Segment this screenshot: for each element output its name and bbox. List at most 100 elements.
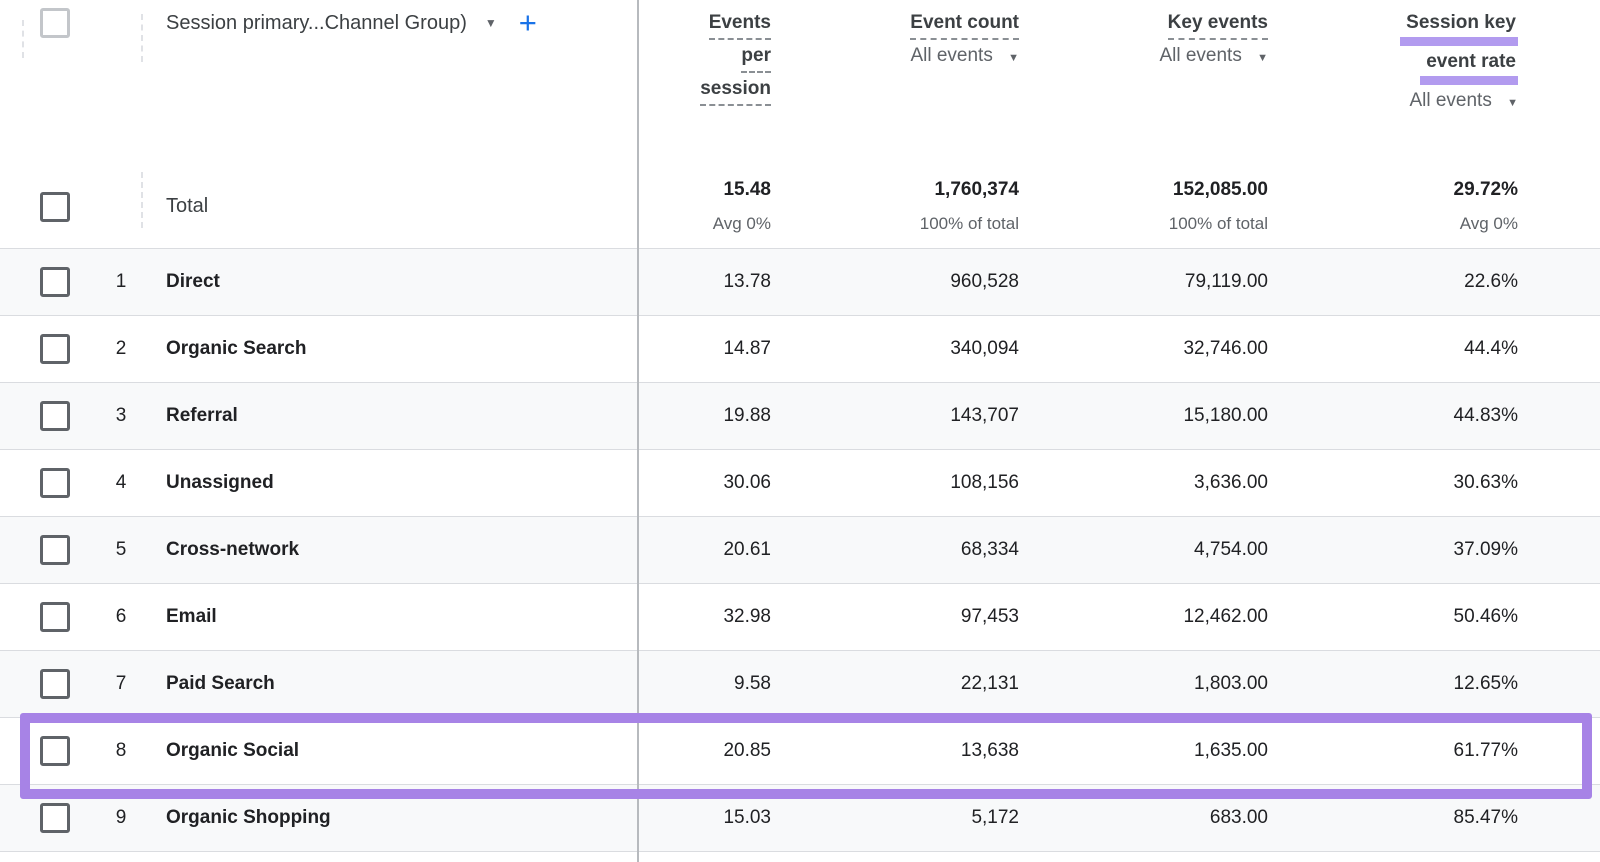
row-number: 7 <box>104 673 138 695</box>
row-checkbox[interactable] <box>40 468 70 498</box>
table-row: 7 Paid Search 9.58 22,131 1,803.00 12.65… <box>0 651 1600 718</box>
cell-session-key-event-rate: 30.63% <box>1350 472 1600 494</box>
chevron-down-icon: ▼ <box>1257 52 1268 64</box>
total-value: 29.72% <box>1350 179 1518 201</box>
channel-name: Organic Social <box>166 740 299 762</box>
analytics-channels-table: Session primary...Channel Group) ▼ + Eve… <box>0 0 1600 862</box>
cell-events-per-session: 15.03 <box>638 807 853 829</box>
row-number: 1 <box>104 271 138 293</box>
table-row: 4 Unassigned 30.06 108,156 3,636.00 30.6… <box>0 450 1600 517</box>
column-header-event-count[interactable]: Event count All events ▼ <box>853 12 1101 112</box>
chevron-down-icon: ▼ <box>1507 97 1518 109</box>
event-filter-label: All events <box>910 45 992 66</box>
column-header-label-highlighted[interactable]: Session key <box>1400 12 1518 46</box>
column-resize-handle[interactable] <box>22 20 24 58</box>
cell-event-count: 108,156 <box>853 472 1101 494</box>
cell-events-per-session: 30.06 <box>638 472 853 494</box>
cell-event-count: 340,094 <box>853 338 1101 360</box>
channel-name: Email <box>166 606 217 628</box>
cell-event-count: 5,172 <box>853 807 1101 829</box>
cell-key-events: 15,180.00 <box>1101 405 1350 427</box>
event-filter-label: All events <box>1409 90 1491 111</box>
cell-session-key-event-rate: 37.09% <box>1350 539 1600 561</box>
row-checkbox[interactable] <box>40 803 70 833</box>
row-number: 5 <box>104 539 138 561</box>
cell-session-key-event-rate: 44.4% <box>1350 338 1600 360</box>
column-resize-handle[interactable] <box>141 14 143 62</box>
table-row: 1 Direct 13.78 960,528 79,119.00 22.6% <box>0 249 1600 316</box>
total-value: 152,085.00 <box>1101 179 1268 201</box>
cell-events-per-session: 13.78 <box>638 271 853 293</box>
total-value: 15.48 <box>638 179 771 201</box>
event-filter-dropdown[interactable]: All events ▼ <box>1101 45 1268 67</box>
dimension-header-label[interactable]: Session primary...Channel Group) <box>166 12 467 35</box>
total-label: Total <box>166 195 208 218</box>
column-divider[interactable] <box>637 0 639 862</box>
channel-name: Direct <box>166 271 220 293</box>
table-row: 6 Email 32.98 97,453 12,462.00 50.46% <box>0 584 1600 651</box>
cell-event-count: 97,453 <box>853 606 1101 628</box>
metric-headers: Events per session Event count All event… <box>638 12 1600 112</box>
total-subtext: Avg 0% <box>1350 214 1518 234</box>
cell-session-key-event-rate: 22.6% <box>1350 271 1600 293</box>
row-checkbox[interactable] <box>40 334 70 364</box>
row-number: 9 <box>104 807 138 829</box>
table-row-highlighted: 8 Organic Social 20.85 13,638 1,635.00 6… <box>0 718 1600 785</box>
cell-event-count: 960,528 <box>853 271 1101 293</box>
add-dimension-button[interactable]: + <box>519 10 537 36</box>
cell-events-per-session: 9.58 <box>638 673 853 695</box>
row-checkbox[interactable] <box>40 401 70 431</box>
column-header-label[interactable]: per <box>741 45 771 73</box>
channel-name: Cross-network <box>166 539 299 561</box>
total-row-checkbox[interactable] <box>40 192 70 222</box>
dimension-header: Session primary...Channel Group) ▼ + <box>0 8 537 38</box>
row-number: 6 <box>104 606 138 628</box>
table-row: 5 Cross-network 20.61 68,334 4,754.00 37… <box>0 517 1600 584</box>
cell-events-per-session: 20.61 <box>638 539 853 561</box>
event-filter-dropdown[interactable]: All events ▼ <box>1350 90 1518 112</box>
column-header-label[interactable]: Key events <box>1168 12 1268 40</box>
cell-key-events: 1,803.00 <box>1101 673 1350 695</box>
column-header-label[interactable]: session <box>700 78 771 106</box>
channel-name: Unassigned <box>166 472 274 494</box>
total-subtext: 100% of total <box>1101 214 1268 234</box>
event-filter-label: All events <box>1159 45 1241 66</box>
column-header-label[interactable]: Events <box>709 12 771 40</box>
chevron-down-icon[interactable]: ▼ <box>485 16 497 30</box>
cell-session-key-event-rate: 44.83% <box>1350 405 1600 427</box>
row-checkbox[interactable] <box>40 736 70 766</box>
table-header: Session primary...Channel Group) ▼ + Eve… <box>0 0 1600 165</box>
total-value: 1,760,374 <box>853 179 1019 201</box>
cell-event-count: 143,707 <box>853 405 1101 427</box>
chevron-down-icon: ▼ <box>1008 52 1019 64</box>
table-row: 2 Organic Search 14.87 340,094 32,746.00… <box>0 316 1600 383</box>
column-header-key-events[interactable]: Key events All events ▼ <box>1101 12 1350 112</box>
select-all-checkbox[interactable] <box>40 8 70 38</box>
event-filter-dropdown[interactable]: All events ▼ <box>853 45 1019 67</box>
total-subtext: 100% of total <box>853 214 1019 234</box>
row-checkbox[interactable] <box>40 535 70 565</box>
cell-event-count: 22,131 <box>853 673 1101 695</box>
cell-key-events: 3,636.00 <box>1101 472 1350 494</box>
row-checkbox[interactable] <box>40 602 70 632</box>
row-checkbox[interactable] <box>40 267 70 297</box>
cell-events-per-session: 19.88 <box>638 405 853 427</box>
column-header-label-highlighted[interactable]: event rate <box>1420 51 1518 85</box>
channel-name: Organic Search <box>166 338 306 360</box>
column-header-events-per-session[interactable]: Events per session <box>638 12 853 112</box>
row-checkbox[interactable] <box>40 669 70 699</box>
total-subtext: Avg 0% <box>638 214 771 234</box>
column-header-session-key-event-rate[interactable]: Session key event rate All events ▼ <box>1350 12 1600 112</box>
cell-key-events: 683.00 <box>1101 807 1350 829</box>
row-number: 4 <box>104 472 138 494</box>
cell-session-key-event-rate: 12.65% <box>1350 673 1600 695</box>
table-row: 9 Organic Shopping 15.03 5,172 683.00 85… <box>0 785 1600 852</box>
table-body: 1 Direct 13.78 960,528 79,119.00 22.6% 2… <box>0 249 1600 852</box>
table-row: 3 Referral 19.88 143,707 15,180.00 44.83… <box>0 383 1600 450</box>
cell-session-key-event-rate: 85.47% <box>1350 807 1600 829</box>
column-resize-handle[interactable] <box>141 172 143 228</box>
cell-events-per-session: 32.98 <box>638 606 853 628</box>
cell-key-events: 1,635.00 <box>1101 740 1350 762</box>
column-header-label[interactable]: Event count <box>910 12 1019 40</box>
channel-name: Organic Shopping <box>166 807 331 829</box>
